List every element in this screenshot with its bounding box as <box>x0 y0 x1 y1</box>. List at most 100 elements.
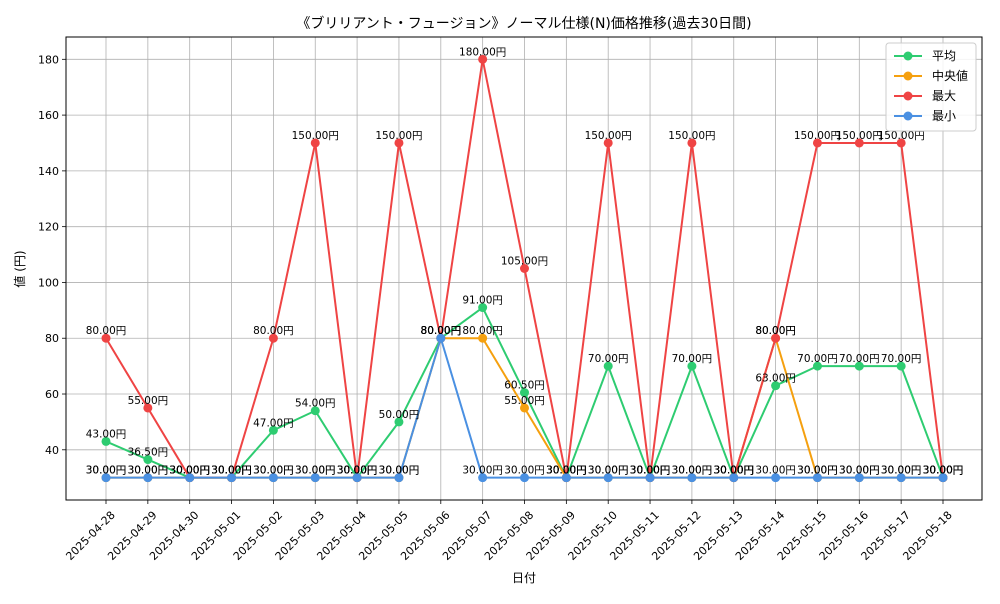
axes: 2025-04-282025-04-292025-04-302025-05-01… <box>38 36 983 563</box>
data-point <box>394 473 404 483</box>
data-label: 36.50円 <box>128 447 169 459</box>
data-point <box>185 473 195 483</box>
data-label: 30.00円 <box>86 465 127 477</box>
data-point <box>812 473 822 483</box>
data-point <box>645 473 655 483</box>
data-label: 70.00円 <box>881 353 922 365</box>
data-point <box>520 403 529 413</box>
data-label: 70.00円 <box>839 353 880 365</box>
data-label: 80.00円 <box>755 325 796 337</box>
data-label: 30.00円 <box>169 465 210 477</box>
data-point <box>310 473 320 483</box>
data-point <box>143 473 153 483</box>
data-label: 30.00円 <box>713 465 754 477</box>
y-tick-label: 180 <box>38 53 59 66</box>
data-label: 150.00円 <box>794 130 841 142</box>
legend-label: 最大 <box>932 89 956 103</box>
legend-label: 平均 <box>932 49 956 63</box>
data-label: 30.00円 <box>211 465 252 477</box>
data-point <box>812 138 822 148</box>
data-label: 30.00円 <box>462 465 503 477</box>
series-lines <box>101 54 948 483</box>
data-label: 30.00円 <box>169 465 210 477</box>
y-tick-label: 120 <box>38 221 59 234</box>
data-point <box>603 473 613 483</box>
data-label: 180.00円 <box>459 46 506 58</box>
data-label: 30.00円 <box>253 465 294 477</box>
data-label: 150.00円 <box>668 130 715 142</box>
data-label: 30.00円 <box>797 465 838 477</box>
data-label: 80.00円 <box>421 325 462 337</box>
data-label: 63.00円 <box>755 373 796 385</box>
data-label: 30.00円 <box>128 465 169 477</box>
data-label: 30.00円 <box>713 465 754 477</box>
plot-frame <box>65 36 983 501</box>
data-label: 30.00円 <box>86 465 127 477</box>
data-point <box>771 333 781 343</box>
data-label: 30.00円 <box>713 465 754 477</box>
y-tick-label: 140 <box>38 165 59 178</box>
data-point <box>101 436 111 446</box>
legend-swatch-marker <box>903 111 913 121</box>
data-label: 30.00円 <box>923 465 964 477</box>
data-label: 80.00円 <box>253 325 294 337</box>
data-point <box>478 333 488 343</box>
data-point <box>771 381 781 391</box>
data-label: 105.00円 <box>501 256 548 268</box>
data-label: 30.00円 <box>839 465 880 477</box>
data-label: 30.00円 <box>839 465 880 477</box>
data-label: 80.00円 <box>421 325 462 337</box>
y-axis-label: 値 (円) <box>12 250 27 287</box>
data-label: 47.00円 <box>253 417 294 429</box>
data-label: 30.00円 <box>630 465 671 477</box>
data-label: 30.00円 <box>337 465 378 477</box>
legend-label: 中央値 <box>932 68 968 83</box>
data-label: 30.00円 <box>295 465 336 477</box>
data-label: 30.00円 <box>923 465 964 477</box>
data-label: 30.00円 <box>253 465 294 477</box>
y-tick-label: 40 <box>45 444 59 457</box>
data-point <box>603 361 613 371</box>
data-label: 30.00円 <box>672 465 713 477</box>
legend-swatch-marker <box>903 71 913 81</box>
data-label: 80.00円 <box>86 325 127 337</box>
data-label: 55.00円 <box>128 395 169 407</box>
data-point <box>310 138 320 148</box>
y-tick-label: 100 <box>38 276 59 289</box>
data-point <box>478 303 488 313</box>
data-label: 70.00円 <box>588 353 629 365</box>
data-label: 30.00円 <box>169 465 210 477</box>
data-label: 30.00円 <box>211 465 252 477</box>
data-label: 150.00円 <box>878 130 925 142</box>
data-label: 80.00円 <box>421 325 462 337</box>
data-label: 30.00円 <box>797 465 838 477</box>
data-point <box>352 473 362 483</box>
data-label: 30.00円 <box>504 465 545 477</box>
data-label: 30.00円 <box>379 465 420 477</box>
data-label: 30.00円 <box>588 465 629 477</box>
legend-swatch-marker <box>903 91 913 101</box>
legend-box <box>885 42 977 132</box>
data-label: 30.00円 <box>211 465 252 477</box>
data-point <box>227 473 237 483</box>
data-label: 30.00円 <box>588 465 629 477</box>
data-point <box>561 473 571 483</box>
data-label: 30.00円 <box>128 465 169 477</box>
data-label: 150.00円 <box>836 130 883 142</box>
data-point <box>143 403 153 413</box>
data-label: 30.00円 <box>337 465 378 477</box>
data-label: 30.00円 <box>755 465 796 477</box>
data-label: 30.00円 <box>546 465 587 477</box>
y-tick-label: 160 <box>38 109 59 122</box>
data-label: 60.50円 <box>504 380 545 392</box>
data-point <box>101 473 111 483</box>
data-label: 80.00円 <box>755 325 796 337</box>
data-label: 150.00円 <box>585 130 632 142</box>
data-label: 150.00円 <box>292 130 339 142</box>
data-point <box>687 138 697 148</box>
data-point <box>812 361 822 371</box>
data-label: 30.00円 <box>546 465 587 477</box>
chart-title: 《ブリリアント・フュージョン》ノーマル仕様(N)価格推移(過去30日間) <box>296 15 751 32</box>
